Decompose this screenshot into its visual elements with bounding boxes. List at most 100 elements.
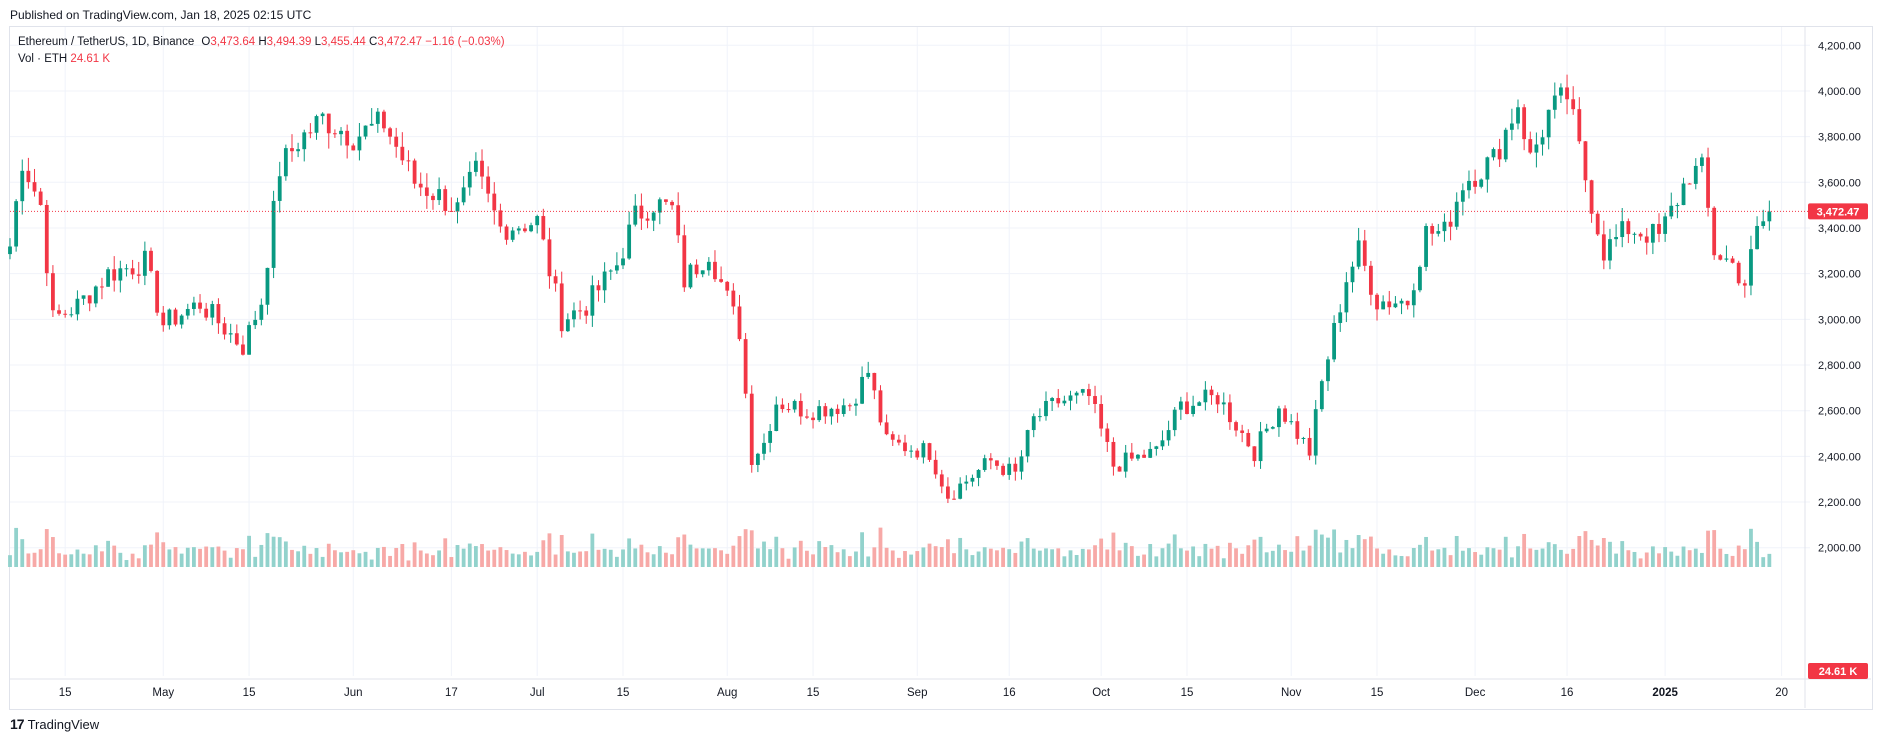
candle-body [743, 339, 748, 394]
volume-bar [541, 540, 546, 567]
volume-bar [136, 558, 141, 567]
y-tick-label: 3,400.00 [1818, 223, 1861, 235]
volume-bar [860, 532, 864, 567]
volume-bar [1191, 546, 1196, 567]
volume-bar [1332, 529, 1337, 567]
candle-body [1185, 401, 1189, 415]
candle-body [388, 128, 392, 137]
candle-body [572, 310, 576, 320]
volume-bar [1221, 558, 1226, 567]
volume-bar [504, 550, 509, 567]
volume-bar [1295, 536, 1300, 567]
volume-bar [437, 550, 442, 567]
candle-body [492, 193, 497, 211]
volume-bar [1123, 542, 1128, 567]
candle-body [541, 216, 546, 240]
volume-bar [32, 552, 37, 567]
candle-body [1087, 389, 1091, 397]
candle-body [559, 283, 564, 332]
candle-body [1050, 398, 1055, 401]
legend-close: 3,472.47 [377, 36, 423, 48]
volume-badge [1808, 663, 1868, 679]
candle-body [847, 405, 852, 407]
volume-bar [657, 546, 662, 567]
candle-body [155, 270, 160, 313]
candle-body [130, 268, 135, 275]
volume-bar [1485, 547, 1490, 567]
candle-body [1608, 239, 1612, 261]
tradingview-logo[interactable]: 17 TradingView [10, 716, 99, 732]
candle-body [1313, 409, 1318, 456]
candle-body [228, 333, 233, 335]
legend-volume-label: Vol · ETH [18, 53, 68, 65]
candle-body [1209, 389, 1214, 396]
candle-body [1044, 400, 1048, 417]
candle-body [921, 443, 926, 458]
volume-bar [719, 550, 723, 567]
candle-body [1307, 437, 1312, 456]
candle-body [798, 400, 803, 417]
candle-body [1393, 303, 1398, 308]
candle-body [480, 160, 484, 177]
volume-bar [645, 552, 650, 567]
volume-bar [100, 551, 104, 567]
candle-body [467, 171, 472, 188]
candle-body [1516, 107, 1520, 124]
volume-bar [627, 538, 632, 567]
candle-body [1522, 107, 1527, 140]
volume-bar [731, 545, 736, 567]
volume-bar [995, 550, 999, 567]
candle-body [676, 205, 681, 236]
candle-body [1368, 265, 1373, 295]
candle-body [1767, 211, 1772, 222]
volume-bar [896, 557, 901, 567]
volume-bar [510, 553, 515, 567]
candle-body [418, 183, 423, 188]
candle-body [1117, 466, 1122, 472]
volume-bar [375, 547, 380, 567]
candle-body [1601, 234, 1606, 261]
volume-bar [1700, 552, 1704, 567]
volume-bar [1718, 548, 1723, 567]
candle-body [725, 281, 730, 291]
candle-body [682, 235, 687, 288]
last-price-badge [1808, 203, 1868, 220]
candle-body [314, 116, 319, 133]
candle-body [737, 306, 742, 340]
candle-body [755, 453, 760, 465]
candle-body [939, 474, 944, 487]
candle-body [253, 319, 258, 326]
candle-body [878, 390, 883, 423]
candle-body [823, 406, 828, 417]
candle-body [1068, 395, 1073, 401]
candle-body [1485, 157, 1490, 180]
volume-bar [829, 545, 834, 567]
candle-body [927, 443, 932, 460]
candle-body [369, 123, 374, 126]
volume-bar [1166, 543, 1171, 567]
candle-body [8, 246, 12, 255]
volume-bar [1393, 555, 1398, 567]
candle-body [234, 333, 239, 345]
volume-bar [1111, 532, 1116, 567]
x-tick-label: 17 [445, 687, 458, 699]
volume-bar [1356, 535, 1361, 567]
volume-bar [8, 555, 12, 567]
volume-bar [93, 545, 98, 567]
volume-bar [884, 547, 889, 567]
candle-body [265, 267, 270, 305]
volume-bar [204, 546, 209, 567]
volume-bar [676, 537, 681, 567]
candle-body [1626, 221, 1631, 235]
candle-body [210, 304, 215, 318]
volume-bar [290, 549, 294, 567]
volume-bar [547, 533, 552, 567]
volume-bar [805, 550, 809, 567]
candle-body [1166, 430, 1171, 441]
candle-body [1338, 312, 1343, 323]
candle-body [69, 314, 74, 316]
y-tick-label: 3,000.00 [1818, 314, 1861, 326]
legend-high: 3,494.39 [266, 36, 312, 48]
volume-bar [1050, 549, 1055, 567]
